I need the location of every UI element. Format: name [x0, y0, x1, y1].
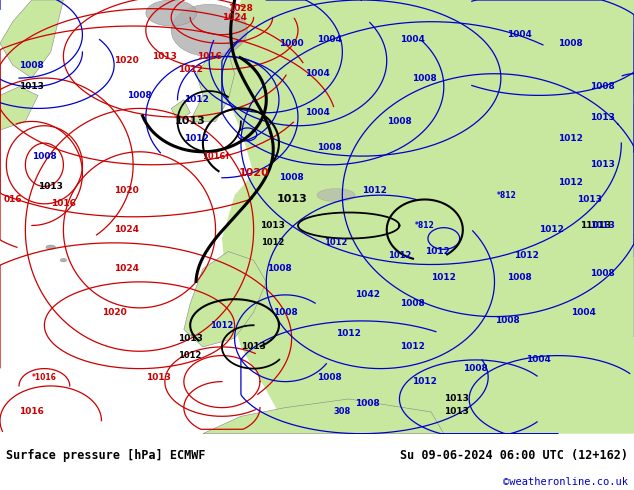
Text: 1012: 1012	[431, 273, 456, 282]
Text: *1016: *1016	[32, 373, 57, 382]
Text: 1013: 1013	[146, 373, 171, 382]
Text: 1004: 1004	[317, 34, 342, 44]
Text: 1020: 1020	[114, 186, 139, 196]
Text: 1012: 1012	[184, 134, 209, 143]
Text: 1012: 1012	[412, 377, 437, 386]
Text: 1012: 1012	[388, 251, 411, 260]
Text: 1012: 1012	[558, 178, 583, 187]
Text: 1008: 1008	[387, 117, 412, 126]
Polygon shape	[0, 87, 38, 130]
Text: 1012: 1012	[261, 238, 284, 247]
Text: 1012: 1012	[179, 351, 202, 360]
Text: 1012: 1012	[336, 329, 361, 339]
Ellipse shape	[146, 0, 197, 26]
Text: 1042: 1042	[355, 291, 380, 299]
Text: 1016: 1016	[197, 52, 222, 61]
Text: 1004: 1004	[507, 30, 533, 39]
Text: 1024: 1024	[222, 13, 247, 22]
Text: 1008: 1008	[266, 265, 292, 273]
Ellipse shape	[46, 245, 56, 249]
Text: 1013: 1013	[241, 343, 266, 351]
Text: 1013: 1013	[276, 195, 307, 204]
Text: 1008: 1008	[279, 173, 304, 182]
Text: 1004: 1004	[304, 69, 330, 78]
Text: 1008: 1008	[19, 61, 44, 70]
Text: 1024: 1024	[114, 265, 139, 273]
Text: 1008: 1008	[495, 317, 520, 325]
Text: 1013: 1013	[175, 117, 205, 126]
Text: 11013: 11013	[580, 221, 612, 230]
Text: 1020: 1020	[101, 308, 127, 317]
Text: 1012: 1012	[184, 95, 209, 104]
Text: 1020: 1020	[114, 56, 139, 65]
Text: 1012: 1012	[361, 186, 387, 196]
Text: 1012: 1012	[514, 251, 539, 260]
Text: 1004: 1004	[571, 308, 596, 317]
Text: 1008: 1008	[317, 373, 342, 382]
Text: *812: *812	[415, 221, 435, 230]
Text: 1028: 1028	[228, 4, 254, 13]
Text: 1012: 1012	[399, 343, 425, 351]
Text: 1008: 1008	[317, 143, 342, 152]
Text: 1012: 1012	[539, 225, 564, 234]
Text: 1013: 1013	[444, 394, 469, 403]
Text: 1008: 1008	[355, 399, 380, 408]
Text: 1013: 1013	[152, 52, 178, 61]
Text: 1013: 1013	[38, 182, 63, 191]
Text: 1024: 1024	[114, 225, 139, 234]
Text: 1020: 1020	[238, 169, 269, 178]
Text: 016: 016	[3, 195, 22, 204]
Text: 1004: 1004	[304, 108, 330, 117]
Polygon shape	[0, 0, 63, 78]
Text: 1013: 1013	[590, 113, 615, 122]
Ellipse shape	[171, 4, 247, 56]
Text: ©weatheronline.co.uk: ©weatheronline.co.uk	[503, 477, 628, 487]
Text: 1016†: 1016†	[202, 151, 230, 161]
Text: 1012: 1012	[325, 238, 347, 247]
Text: 1008: 1008	[399, 299, 425, 308]
Text: 1008: 1008	[590, 269, 615, 278]
Text: 1013: 1013	[590, 221, 615, 230]
Ellipse shape	[317, 189, 355, 202]
Text: 1004: 1004	[399, 34, 425, 44]
Text: 1008: 1008	[558, 39, 583, 48]
Text: 1013: 1013	[444, 408, 469, 416]
Text: 308: 308	[333, 408, 351, 416]
Text: 1012: 1012	[425, 247, 450, 256]
Text: 1012: 1012	[178, 65, 203, 74]
Text: 1013: 1013	[578, 195, 602, 204]
Polygon shape	[222, 0, 634, 434]
Text: 1008: 1008	[412, 74, 437, 82]
Text: 1013: 1013	[19, 82, 44, 91]
Polygon shape	[184, 251, 266, 347]
Text: 1008: 1008	[590, 82, 615, 91]
Text: 1008: 1008	[507, 273, 533, 282]
Polygon shape	[203, 399, 444, 434]
Text: 1013: 1013	[590, 160, 615, 169]
Text: 1000: 1000	[280, 39, 304, 48]
Text: Su 09-06-2024 06:00 UTC (12+162): Su 09-06-2024 06:00 UTC (12+162)	[399, 448, 628, 462]
Text: 1013: 1013	[260, 221, 285, 230]
Text: 1008: 1008	[127, 91, 152, 100]
Polygon shape	[171, 100, 190, 122]
Text: *812: *812	[497, 191, 517, 199]
Text: 1016: 1016	[19, 408, 44, 416]
Polygon shape	[190, 52, 235, 122]
Text: 1012: 1012	[558, 134, 583, 143]
Text: 1004: 1004	[526, 355, 552, 365]
Ellipse shape	[60, 258, 67, 262]
Text: 1016: 1016	[51, 199, 76, 208]
Text: 1013: 1013	[178, 334, 203, 343]
Text: Surface pressure [hPa] ECMWF: Surface pressure [hPa] ECMWF	[6, 448, 206, 462]
Text: 1008: 1008	[463, 364, 488, 373]
Text: 1008: 1008	[273, 308, 298, 317]
Text: 1008: 1008	[32, 151, 57, 161]
Text: 1012: 1012	[210, 321, 233, 330]
